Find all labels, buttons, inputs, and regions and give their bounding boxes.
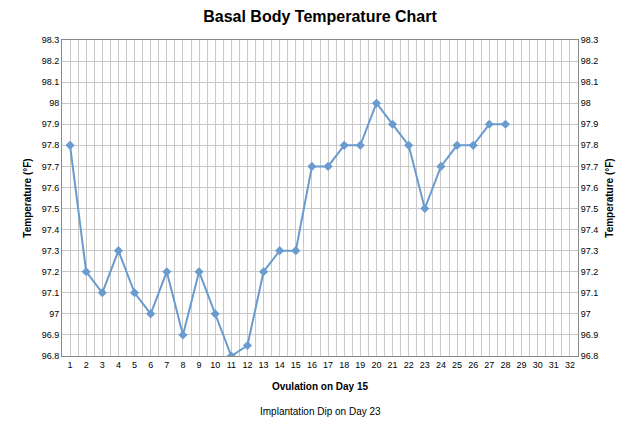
svg-text:20: 20	[371, 360, 381, 370]
svg-text:17: 17	[323, 360, 333, 370]
svg-text:8: 8	[180, 360, 185, 370]
svg-text:1: 1	[68, 360, 73, 370]
svg-text:96.8: 96.8	[42, 351, 60, 361]
svg-text:25: 25	[452, 360, 462, 370]
svg-text:97.5: 97.5	[581, 204, 599, 214]
svg-text:97.9: 97.9	[581, 119, 599, 129]
svg-text:3: 3	[100, 360, 105, 370]
svg-text:97.7: 97.7	[42, 162, 60, 172]
svg-text:96.9: 96.9	[42, 330, 60, 340]
svg-text:23: 23	[420, 360, 430, 370]
svg-text:22: 22	[404, 360, 414, 370]
svg-text:9: 9	[197, 360, 202, 370]
svg-text:97.2: 97.2	[581, 267, 599, 277]
svg-text:Ovulation on Day 15: Ovulation on Day 15	[272, 381, 369, 392]
svg-text:97.4: 97.4	[42, 225, 60, 235]
svg-text:11: 11	[227, 360, 236, 370]
svg-text:24: 24	[436, 360, 446, 370]
svg-text:98: 98	[49, 98, 59, 108]
svg-text:98.3: 98.3	[581, 35, 599, 45]
svg-text:4: 4	[116, 360, 121, 370]
svg-text:12: 12	[242, 360, 252, 370]
svg-text:10: 10	[210, 360, 220, 370]
svg-text:18: 18	[339, 360, 349, 370]
svg-text:98.2: 98.2	[581, 56, 599, 66]
svg-text:97: 97	[581, 309, 591, 319]
svg-text:97.1: 97.1	[42, 288, 60, 298]
svg-text:97.6: 97.6	[581, 183, 599, 193]
svg-text:96.9: 96.9	[581, 330, 599, 340]
svg-text:6: 6	[148, 360, 153, 370]
svg-text:98.1: 98.1	[42, 77, 60, 87]
svg-text:29: 29	[517, 360, 527, 370]
svg-text:97.6: 97.6	[42, 183, 60, 193]
svg-text:98.1: 98.1	[581, 77, 599, 87]
svg-text:97.1: 97.1	[581, 288, 599, 298]
svg-text:Basal Body Temperature Chart: Basal Body Temperature Chart	[203, 8, 437, 25]
svg-text:96.8: 96.8	[581, 351, 599, 361]
svg-text:15: 15	[291, 360, 301, 370]
svg-text:98.2: 98.2	[42, 56, 60, 66]
svg-text:32: 32	[565, 360, 575, 370]
svg-text:97.5: 97.5	[42, 204, 60, 214]
svg-text:28: 28	[500, 360, 510, 370]
svg-text:21: 21	[388, 360, 398, 370]
svg-text:26: 26	[468, 360, 478, 370]
svg-text:97.3: 97.3	[42, 246, 60, 256]
svg-text:14: 14	[275, 360, 285, 370]
svg-text:16: 16	[307, 360, 317, 370]
svg-text:19: 19	[355, 360, 365, 370]
svg-text:98.3: 98.3	[42, 35, 60, 45]
svg-text:30: 30	[533, 360, 543, 370]
svg-text:Temperature (°F): Temperature (°F)	[604, 158, 615, 237]
svg-text:97.4: 97.4	[581, 225, 599, 235]
svg-text:13: 13	[259, 360, 269, 370]
svg-text:Implantation Dip on Day 23: Implantation Dip on Day 23	[260, 406, 381, 417]
svg-text:5: 5	[132, 360, 137, 370]
svg-text:7: 7	[164, 360, 169, 370]
svg-text:97.8: 97.8	[581, 140, 599, 150]
svg-text:97.9: 97.9	[42, 119, 60, 129]
svg-text:97.8: 97.8	[42, 140, 60, 150]
svg-text:97.3: 97.3	[581, 246, 599, 256]
svg-text:31: 31	[549, 360, 559, 370]
svg-text:2: 2	[84, 360, 89, 370]
svg-text:Temperature (°F): Temperature (°F)	[22, 158, 33, 237]
svg-text:97.2: 97.2	[42, 267, 60, 277]
svg-text:27: 27	[484, 360, 494, 370]
svg-text:98: 98	[581, 98, 591, 108]
svg-text:97: 97	[49, 309, 59, 319]
svg-text:97.7: 97.7	[581, 162, 599, 172]
